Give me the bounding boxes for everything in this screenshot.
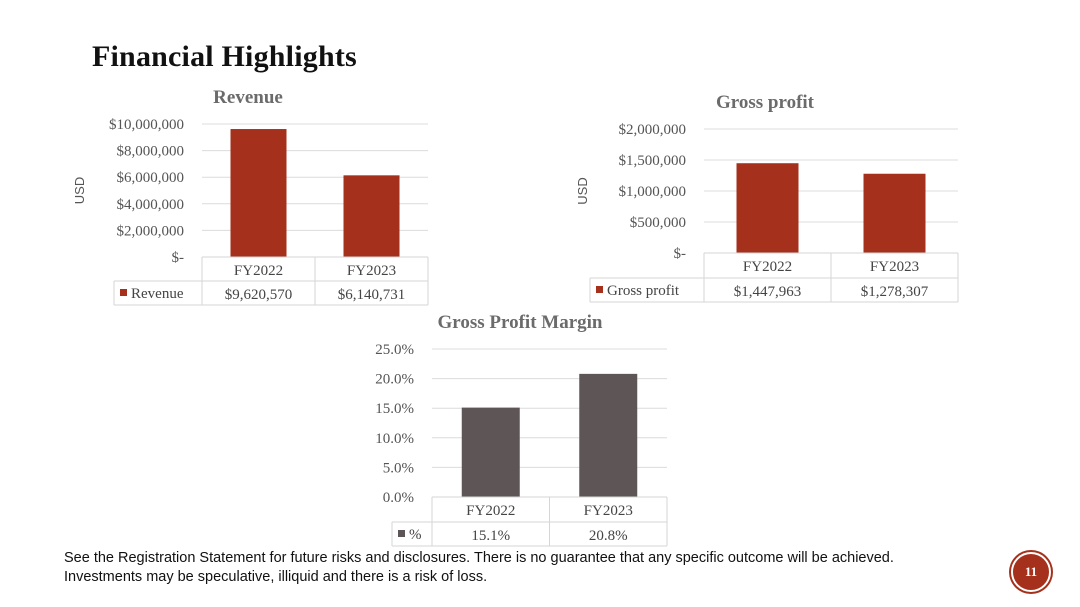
- legend-swatch: [398, 530, 405, 537]
- category-label: FY2022: [234, 263, 283, 279]
- y-tick-label: 20.0%: [375, 372, 414, 388]
- data-label: $6,140,731: [338, 287, 406, 303]
- y-tick-label: 10.0%: [375, 431, 414, 447]
- y-tick-label: $-: [674, 246, 687, 262]
- category-label: FY2022: [743, 259, 792, 275]
- legend-label: %: [409, 527, 422, 543]
- y-tick-label: 5.0%: [383, 460, 414, 476]
- chart-title: Revenue: [213, 87, 283, 108]
- data-label: $1,278,307: [861, 284, 929, 300]
- data-table: FY2022 15.1% FY2023 20.8%%: [391, 496, 668, 547]
- bar: [461, 407, 520, 497]
- data-table: FY2022 $9,620,570 FY2023 $6,140,731 Revenue: [113, 256, 429, 306]
- chart-title: Gross profit: [716, 92, 815, 113]
- y-tick-label: $4,000,000: [117, 197, 185, 213]
- slide-title: Financial Highlights: [92, 40, 357, 73]
- y-axis-ticks: $- $500,000 $1,000,000 $1,500,000 $2,000,000: [619, 122, 687, 262]
- bar: [736, 163, 799, 253]
- disclaimer-footnote: See the Registration Statement for futur…: [64, 550, 894, 585]
- y-tick-label: $1,500,000: [619, 153, 687, 169]
- y-axis-ticks: $- $2,000,000 $4,000,000 $6,000,000 $8,000,0…: [109, 117, 184, 266]
- y-tick-label: $500,000: [630, 215, 686, 231]
- y-tick-label: $2,000,000: [117, 223, 185, 239]
- legend-swatch: [596, 286, 603, 293]
- data-label: 15.1%: [471, 528, 510, 544]
- bar-series: [736, 163, 926, 253]
- data-label: $1,447,963: [734, 284, 802, 300]
- bar: [230, 129, 287, 257]
- y-tick-label: $1,000,000: [619, 184, 687, 200]
- y-axis-title: USD: [72, 177, 87, 204]
- legend-label: Revenue: [131, 286, 184, 302]
- data-label: $9,620,570: [225, 287, 293, 303]
- y-axis-title: USD: [575, 177, 590, 204]
- y-tick-label: $-: [172, 250, 185, 266]
- category-label: FY2023: [347, 263, 396, 279]
- bar-series: [461, 373, 638, 497]
- y-tick-label: 0.0%: [383, 490, 414, 506]
- category-label: FY2022: [466, 503, 515, 519]
- y-axis-ticks: 0.0% 5.0% 10.0% 15.0% 20.0% 25.0%: [375, 342, 414, 506]
- category-label: FY2023: [870, 259, 919, 275]
- bar: [343, 175, 400, 257]
- bar-series: [230, 129, 400, 257]
- y-tick-label: $8,000,000: [117, 144, 185, 160]
- data-label: 20.8%: [589, 528, 628, 544]
- legend-swatch: [120, 289, 127, 296]
- page-number-badge: 11: [1011, 552, 1051, 592]
- y-tick-label: 25.0%: [375, 342, 414, 358]
- y-tick-label: 15.0%: [375, 401, 414, 417]
- data-table: FY2022 $1,447,963 FY2023 $1,278,307 Gross pr…: [589, 252, 959, 303]
- bar: [863, 173, 926, 253]
- y-tick-label: $6,000,000: [117, 170, 185, 186]
- category-label: FY2023: [584, 503, 633, 519]
- bar: [579, 373, 638, 497]
- legend-label: Gross profit: [607, 283, 680, 299]
- chart-title: Gross Profit Margin: [438, 312, 603, 333]
- y-tick-label: $2,000,000: [619, 122, 687, 138]
- y-tick-label: $10,000,000: [109, 117, 184, 133]
